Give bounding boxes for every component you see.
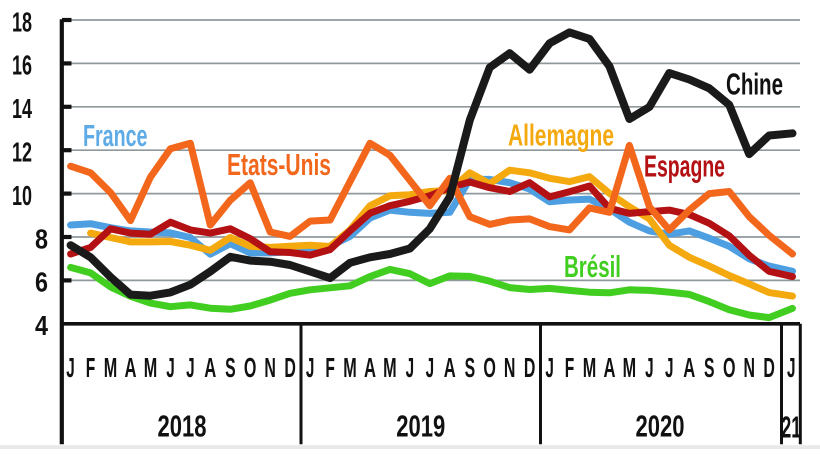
svg-text:F: F <box>86 352 96 383</box>
svg-text:France: France <box>83 118 148 153</box>
svg-text:12: 12 <box>12 137 32 168</box>
svg-text:J: J <box>426 352 435 383</box>
svg-text:S: S <box>704 352 715 383</box>
svg-text:J: J <box>306 352 315 383</box>
svg-text:8: 8 <box>35 223 48 254</box>
svg-text:A: A <box>444 352 456 383</box>
svg-text:Espagne: Espagne <box>644 149 725 184</box>
svg-text:Chine: Chine <box>726 67 783 102</box>
svg-text:18: 18 <box>12 6 32 37</box>
svg-text:N: N <box>744 352 756 383</box>
svg-text:2018: 2018 <box>158 409 207 444</box>
svg-text:16: 16 <box>12 50 32 81</box>
svg-text:N: N <box>264 352 276 383</box>
svg-text:21: 21 <box>781 410 801 445</box>
svg-text:2019: 2019 <box>396 409 445 444</box>
svg-text:S: S <box>225 352 236 383</box>
svg-text:D: D <box>284 352 296 383</box>
svg-text:J: J <box>787 352 796 383</box>
svg-text:F: F <box>325 352 335 383</box>
svg-text:6: 6 <box>35 267 48 298</box>
svg-text:S: S <box>465 352 476 383</box>
svg-text:A: A <box>683 352 695 383</box>
svg-text:M: M <box>144 352 158 383</box>
svg-text:10: 10 <box>12 180 32 211</box>
svg-text:M: M <box>623 352 637 383</box>
svg-text:J: J <box>665 352 674 383</box>
svg-text:J: J <box>406 352 415 383</box>
svg-text:O: O <box>483 352 496 383</box>
svg-text:N: N <box>504 352 516 383</box>
svg-text:A: A <box>604 352 616 383</box>
svg-text:A: A <box>364 352 376 383</box>
svg-text:O: O <box>723 352 736 383</box>
svg-text:14: 14 <box>12 93 32 124</box>
svg-text:J: J <box>166 352 175 383</box>
svg-text:F: F <box>565 352 575 383</box>
svg-text:D: D <box>763 352 775 383</box>
svg-text:2020: 2020 <box>636 409 685 444</box>
svg-text:J: J <box>545 352 554 383</box>
svg-text:A: A <box>204 352 216 383</box>
svg-text:4: 4 <box>35 310 48 341</box>
svg-text:J: J <box>645 352 654 383</box>
svg-text:D: D <box>524 352 536 383</box>
svg-text:M: M <box>343 352 357 383</box>
svg-text:J: J <box>186 352 195 383</box>
svg-text:M: M <box>383 352 397 383</box>
svg-text:Brésil: Brésil <box>564 249 621 284</box>
svg-text:A: A <box>125 352 137 383</box>
svg-text:J: J <box>66 352 75 383</box>
svg-text:O: O <box>244 352 257 383</box>
svg-text:M: M <box>104 352 118 383</box>
svg-text:Allemagne: Allemagne <box>508 118 614 153</box>
svg-text:Etats-Unis: Etats-Unis <box>227 147 331 182</box>
svg-text:M: M <box>583 352 597 383</box>
